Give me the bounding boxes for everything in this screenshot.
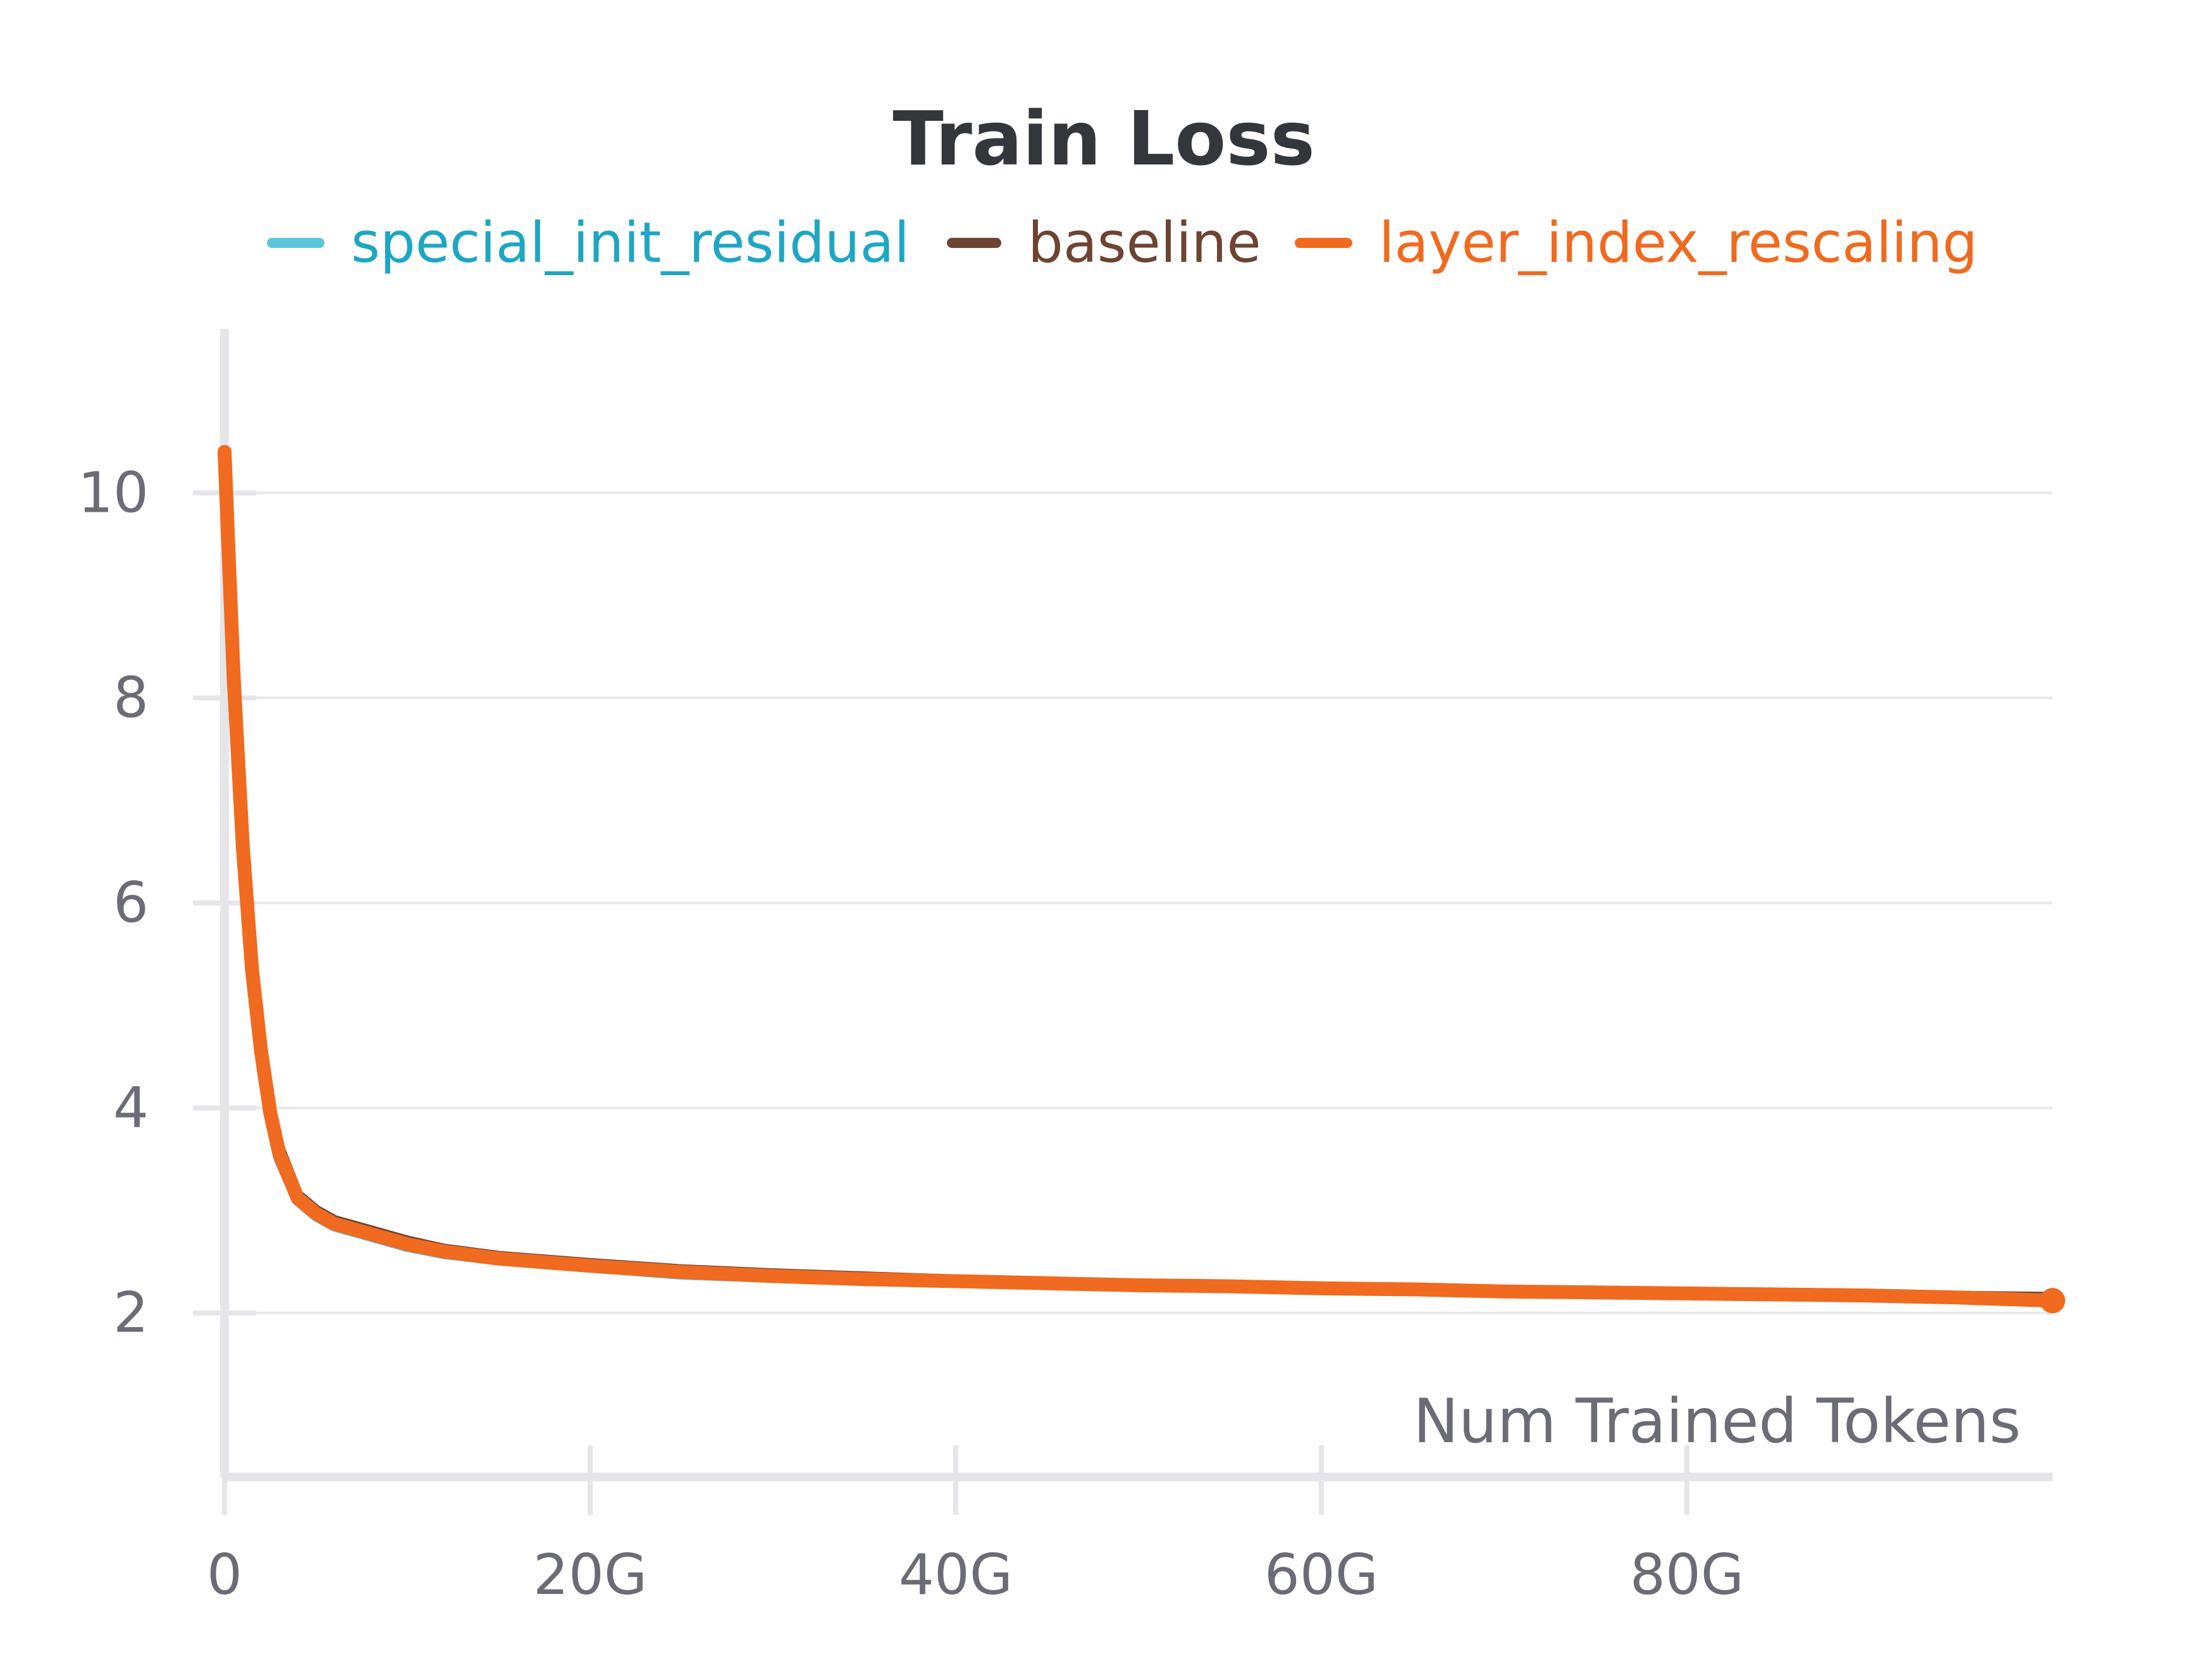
y-ticks: 2 4 6 8 10 [78,460,256,1345]
series-end-marker-layer-index-rescaling [2040,1288,2065,1314]
legend-item-layer-index-rescaling[interactable]: layer_index_rescaling [1295,210,1978,275]
x-tick-label-20G: 20G [533,1542,647,1607]
legend-label-special-init-residual: special_init_residual [351,210,910,275]
x-ticks: 0 20G 40G 60G 80G [207,1445,1744,1607]
y-tick-label-2: 2 [113,1280,149,1345]
x-tick-label-60G: 60G [1264,1542,1378,1607]
x-tick-label-0: 0 [207,1542,242,1607]
legend-item-special-init-residual[interactable]: special_init_residual [267,210,910,275]
series-line-special-init-residual [219,446,2058,1306]
legend: special_init_residual baseline layer_ind… [267,210,1978,275]
series-line-layer-index-rescaling [218,445,2059,1308]
y-tick-label-4: 4 [113,1075,149,1140]
x-tick-label-40G: 40G [899,1542,1013,1607]
grid-lines [225,491,2053,1314]
x-tick-label-80G: 80G [1630,1542,1744,1607]
y-tick-label-10: 10 [78,460,149,525]
legend-item-baseline[interactable]: baseline [947,210,1261,275]
series-line-baseline [219,446,2058,1304]
legend-label-layer-index-rescaling: layer_index_rescaling [1379,210,1978,275]
series-lines [218,445,2065,1314]
y-tick-label-6: 6 [113,870,149,936]
x-axis-label: Num Trained Tokens [1413,1386,2021,1457]
y-tick-label-8: 8 [113,665,149,730]
legend-label-baseline: baseline [1028,210,1261,275]
chart-title: Train Loss [892,95,1315,182]
